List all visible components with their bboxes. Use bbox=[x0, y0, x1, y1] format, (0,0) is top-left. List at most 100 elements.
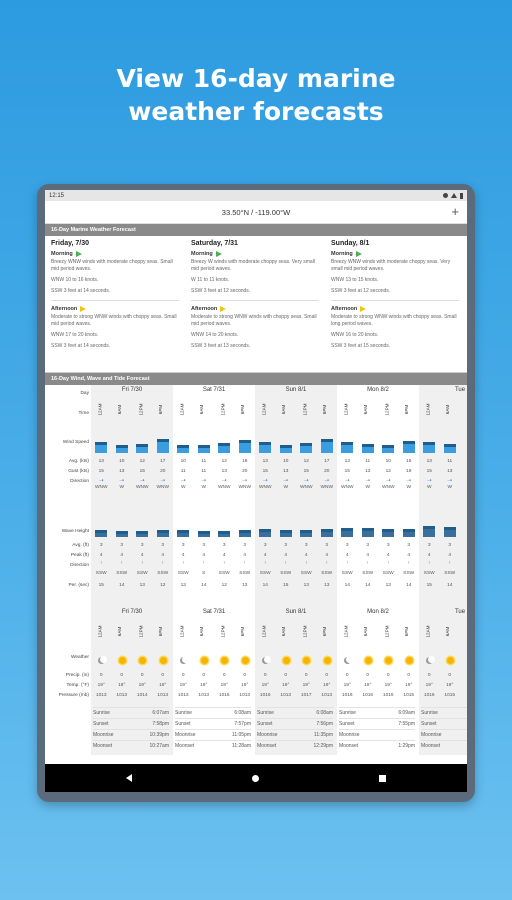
cell-precip: 0 bbox=[181, 673, 185, 678]
sunrise-time: 6:09am bbox=[398, 710, 415, 716]
wwt-forecast-title: 16-Day Wind, Wave and Tide Forecast bbox=[45, 373, 467, 385]
cell-temp: 18° bbox=[118, 683, 126, 688]
moonrise-label: Moonrise bbox=[339, 732, 360, 738]
cell-wave-avg: 3 bbox=[427, 543, 431, 548]
cell-wind-dir: WNW bbox=[381, 485, 395, 490]
time-text: 6AM bbox=[198, 626, 204, 637]
cell-pressure: 1013 bbox=[280, 693, 292, 698]
cell-wave-dir: SSW bbox=[177, 571, 189, 576]
cell-wave-dir: SSW bbox=[362, 571, 374, 576]
wave-peak-cap bbox=[361, 528, 374, 531]
home-icon[interactable] bbox=[252, 774, 259, 782]
cell-wave-peak: 4 bbox=[99, 553, 103, 558]
cell-wind-gust: 20 bbox=[242, 469, 248, 474]
sunrise-time: 6:08am bbox=[316, 710, 333, 716]
morning-wind: WNW 13 to 15 knots. bbox=[331, 277, 379, 283]
wave-peak-cap bbox=[423, 526, 435, 529]
day-card[interactable]: Sunday, 8/1 Morning Breezy WNW winds with … bbox=[325, 236, 465, 372]
cell-wind-gust: 13 bbox=[365, 469, 371, 474]
moonset-label: Moonset bbox=[175, 743, 195, 749]
time-text: 6PM bbox=[403, 626, 409, 637]
wind-arrow-icon: ➝ bbox=[201, 478, 207, 484]
wind-gust-cap bbox=[238, 440, 251, 443]
cell-wind-dir: WNW bbox=[238, 485, 252, 490]
time-text: 6PM bbox=[321, 404, 327, 415]
sun-icon bbox=[282, 657, 290, 664]
sunrise-row: Sunrise bbox=[421, 707, 467, 718]
time-text: 6AM bbox=[444, 626, 450, 637]
wind-speed-bar bbox=[136, 444, 148, 453]
cell-wave-dir: SSW bbox=[423, 571, 435, 576]
cell-wind-gust: 13 bbox=[119, 469, 125, 474]
back-icon[interactable] bbox=[126, 774, 132, 782]
sunset-label: Sunset bbox=[175, 721, 191, 727]
wind-arrow-icon: ➝ bbox=[365, 478, 371, 484]
day-header: Tue bbox=[454, 387, 466, 393]
recents-icon[interactable] bbox=[379, 774, 386, 782]
cell-wave-avg: 3 bbox=[263, 543, 267, 548]
time-text: 12PM bbox=[138, 403, 144, 416]
cell-temp: 19° bbox=[261, 683, 269, 688]
morning-row: Morning bbox=[331, 251, 459, 257]
sunset-label: Sunset bbox=[339, 721, 355, 727]
sun-icon bbox=[364, 657, 372, 664]
sunset-time: 7:58pm bbox=[152, 721, 169, 727]
moonset-label: Moonset bbox=[339, 743, 359, 749]
sunrise-label: Sunrise bbox=[175, 710, 192, 716]
cell-precip: 0 bbox=[222, 673, 226, 678]
cell-wind-dir: W bbox=[283, 485, 289, 490]
moonrise-label: Moonrise bbox=[93, 732, 114, 738]
cell-wave-avg: 3 bbox=[366, 543, 370, 548]
cell-wave-dir: SSW bbox=[382, 571, 394, 576]
time-text: 12PM bbox=[384, 403, 390, 416]
moonset-row: Moonset bbox=[421, 740, 467, 751]
sunrise-label: Sunrise bbox=[93, 710, 110, 716]
moonset-row: Moonset 1:29pm bbox=[339, 740, 415, 751]
moonset-label: Moonset bbox=[257, 743, 277, 749]
plus-icon[interactable]: + bbox=[451, 204, 459, 219]
day-card[interactable]: Friday, 7/30 Morning Breezy WNW winds with… bbox=[45, 236, 185, 372]
app-bar: 33.50°N / -119.00°W + bbox=[45, 201, 467, 224]
divider bbox=[191, 300, 319, 301]
forecast-grid[interactable]: Day Time Wind Speed Avg. (kts) Gust (kts) Dir… bbox=[45, 385, 467, 755]
tablet-frame: 12:15 33.50°N / -119.00°W + 16-Day Marin… bbox=[37, 184, 475, 802]
cell-wind-dir: W bbox=[406, 485, 412, 490]
wave-arrow-icon: ↑ bbox=[182, 561, 185, 566]
cell-wave-avg: 3 bbox=[181, 543, 185, 548]
cell-precip: 0 bbox=[345, 673, 349, 678]
wind-speed-bar bbox=[259, 442, 271, 453]
cell-wind-gust: 20 bbox=[324, 469, 330, 474]
day-card[interactable]: Saturday, 7/31 Morning Breezy W winds with… bbox=[185, 236, 325, 372]
day-band bbox=[419, 385, 467, 755]
cell-wind-avg: 17 bbox=[324, 459, 330, 464]
wave-peak-cap bbox=[300, 530, 312, 533]
sun-icon bbox=[241, 657, 249, 664]
sunset-time: 7:57pm bbox=[234, 721, 251, 727]
wave-arrow-icon: ↑ bbox=[305, 561, 308, 566]
morning-text: Breezy W winds with moderate choppy seas… bbox=[191, 259, 315, 272]
afternoon-wave: SSW 3 feet at 14 seconds. bbox=[51, 343, 111, 349]
morning-wind: W 11 to 11 knots. bbox=[191, 277, 230, 283]
wave-arrow-icon: ↑ bbox=[141, 561, 144, 566]
yellow-flag-icon bbox=[80, 306, 87, 312]
wave-peak-cap bbox=[95, 530, 107, 533]
cell-wave-dir: SSW bbox=[116, 571, 128, 576]
moonset-time: 10:27am bbox=[149, 743, 169, 749]
time-text: 6PM bbox=[321, 626, 327, 637]
time-text: 6AM bbox=[198, 404, 204, 415]
day-name: Saturday, 7/31 bbox=[191, 240, 238, 247]
row-label-wave-avg: Avg. (ft) bbox=[72, 543, 89, 548]
time-text: 6PM bbox=[157, 626, 163, 637]
wave-height-bar bbox=[259, 529, 271, 537]
time-text: 12AM bbox=[343, 625, 349, 638]
astro-table: Sunrise 6:08am Sunset 7:56pm Moonrise 11:35pm… bbox=[257, 707, 333, 751]
sun-icon bbox=[446, 657, 454, 664]
wave-height-bar bbox=[136, 531, 148, 537]
wind-gust-cap bbox=[279, 445, 292, 448]
cell-wave-period: 14 bbox=[119, 583, 125, 588]
cell-wave-peak: 4 bbox=[304, 553, 308, 558]
day-card[interactable]: Monday, 8/2MorningBreezy WNW winds with … bbox=[465, 236, 467, 372]
location-title[interactable]: 33.50°N / -119.00°W bbox=[221, 207, 291, 217]
moon-icon bbox=[180, 656, 189, 664]
row-label-weather: Weather bbox=[70, 655, 89, 660]
